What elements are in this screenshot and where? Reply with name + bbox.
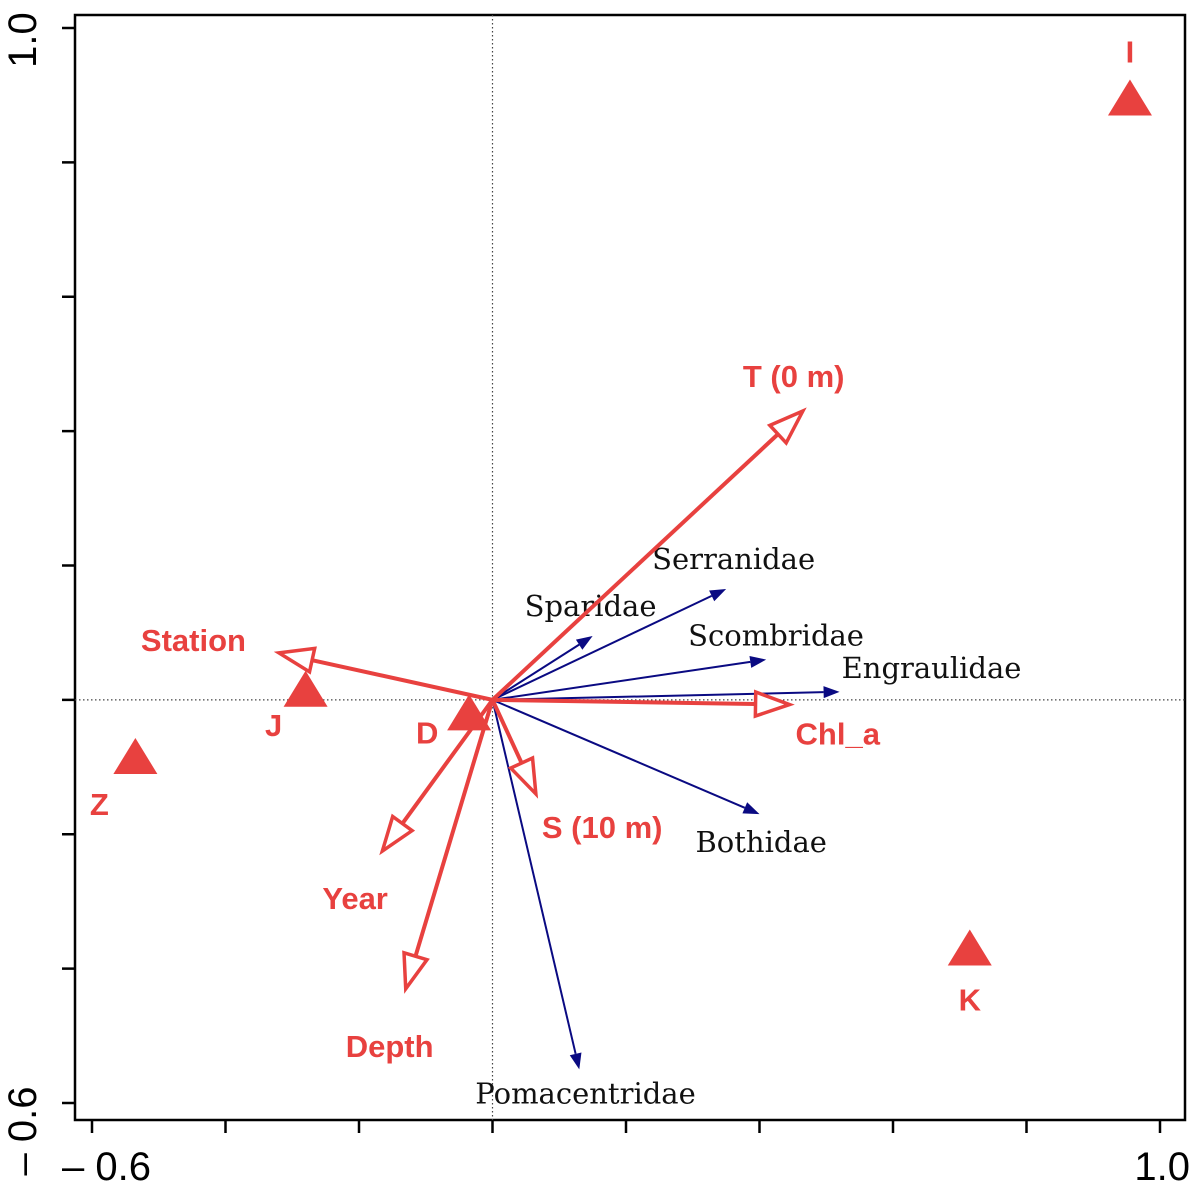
species-label-bothidae: Bothidae (696, 825, 827, 859)
env-arrow-s-10-m: S (10 m) (490, 699, 663, 845)
site-markers: I J D Z K (90, 35, 1152, 1017)
env-arrow-head (753, 689, 795, 719)
env-label-depth: Depth (346, 1029, 434, 1064)
species-arrow-shaft (492, 660, 751, 701)
site-triangle-marker (447, 694, 492, 731)
env-label-t-0-m: T (0 m) (743, 359, 845, 394)
environment-arrows: T (0 m) Station Chl_a S (10 m) Year Depth (141, 359, 881, 1064)
plot-frame (73, 13, 1187, 1122)
site-d: D (416, 694, 492, 750)
site-j: J (265, 670, 328, 743)
species-arrow-shaft (492, 691, 824, 701)
species-arrow-head (709, 589, 727, 602)
env-arrow-head (507, 755, 539, 799)
x-tick-label: – 0.6 (62, 1145, 151, 1189)
env-label-s-10-m: S (10 m) (542, 810, 663, 845)
site-triangle-marker (947, 929, 992, 966)
axis-tick-labels: – 0.6 1.0 1.0 – 0.6 (1, 12, 1190, 1189)
x-tick-label: 1.0 (1134, 1145, 1190, 1189)
env-arrow-shaft (492, 697, 756, 707)
site-i: I (1107, 35, 1152, 116)
env-arrow-head (402, 950, 430, 994)
env-arrow-head (273, 646, 317, 675)
species-arrow-sparidae: Sparidae (491, 589, 657, 701)
species-arrow-pomacentridae: Pomacentridae (475, 699, 696, 1110)
env-label-year: Year (322, 881, 388, 916)
species-arrow-head (749, 655, 767, 668)
env-arrow-year: Year (322, 698, 495, 916)
site-label-k: K (959, 982, 982, 1017)
site-triangle-marker (1107, 79, 1152, 116)
species-arrow-shaft (492, 594, 713, 701)
env-arrow-shaft (490, 699, 524, 764)
site-triangle-marker (113, 737, 158, 774)
species-arrow-head (569, 1052, 582, 1070)
site-z: Z (90, 737, 158, 822)
env-arrow-head (379, 813, 416, 856)
species-arrow-head (575, 636, 593, 650)
axis-ticks (62, 26, 1162, 1133)
env-arrow-station: Station (141, 623, 493, 702)
env-arrow-chl-a: Chl_a (492, 689, 881, 752)
species-label-engraulidae: Engraulidae (842, 651, 1022, 685)
env-label-chl-a: Chl_a (796, 717, 881, 752)
species-arrow-shaft (491, 643, 580, 701)
env-arrow-shaft (491, 432, 780, 702)
site-triangle-marker (283, 670, 328, 707)
site-label-i: I (1126, 35, 1135, 70)
species-arrow-shaft (491, 699, 577, 1055)
reference-lines (75, 15, 1185, 1120)
species-arrow-bothidae: Bothidae (492, 698, 827, 859)
env-arrow-head (766, 407, 807, 446)
species-arrow-head (742, 802, 760, 815)
species-label-pomacentridae: Pomacentridae (475, 1076, 695, 1110)
species-arrow-engraulidae: Engraulidae (492, 651, 1022, 701)
site-label-j: J (265, 708, 282, 743)
y-tick-label: – 0.6 (1, 1087, 45, 1176)
site-label-z: Z (90, 787, 109, 822)
env-arrow-t-0-m: T (0 m) (491, 359, 845, 702)
species-label-scombridae: Scombridae (688, 619, 864, 653)
species-arrow-head (823, 686, 840, 699)
y-tick-label: 1.0 (1, 12, 45, 68)
site-label-d: D (416, 715, 438, 750)
species-arrow-serranidae: Serranidae (492, 542, 815, 701)
site-k: K (947, 929, 992, 1017)
env-arrow-depth: Depth (346, 699, 495, 1064)
species-arrow-shaft (492, 698, 746, 809)
species-arrow-scombridae: Scombridae (492, 619, 864, 701)
env-arrow-shaft (311, 658, 493, 702)
species-label-serranidae: Serranidae (652, 542, 815, 576)
env-label-station: Station (141, 623, 246, 658)
env-arrow-shaft (413, 699, 495, 957)
